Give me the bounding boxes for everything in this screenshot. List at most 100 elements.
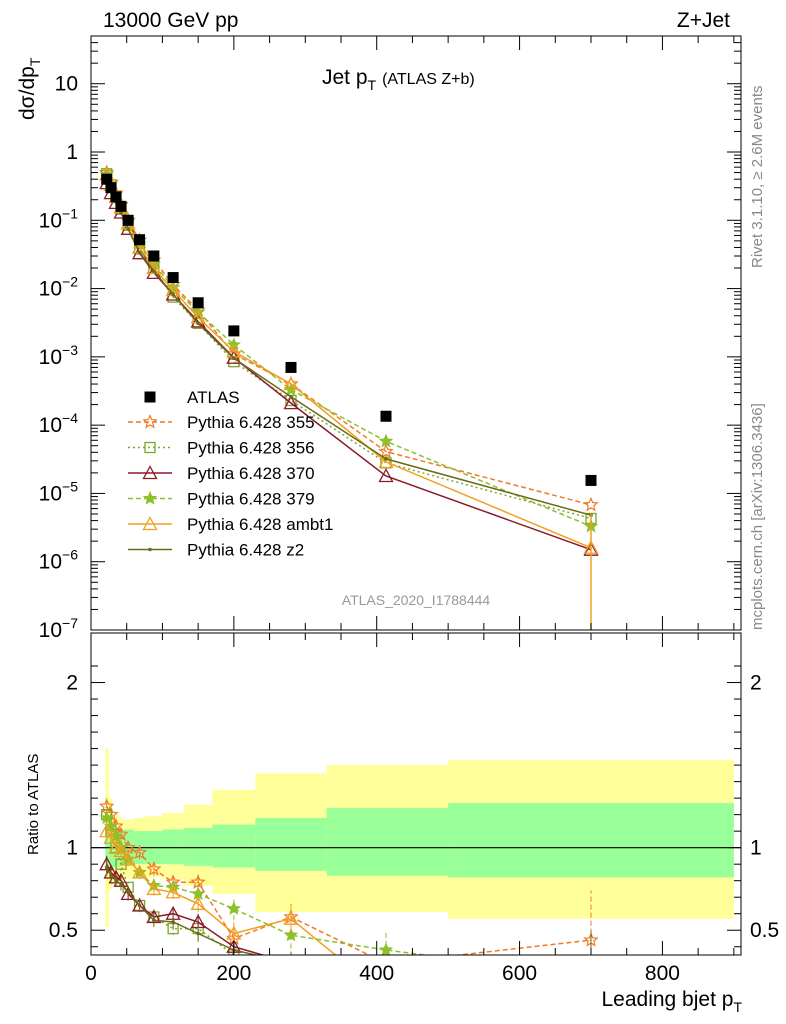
x-tick-label-2: 400 <box>359 962 394 985</box>
series-2-point-11 <box>378 468 394 483</box>
data-point-5 <box>134 234 146 246</box>
chart-title-sub: T <box>368 77 377 93</box>
y-tick-exp: −5 <box>62 478 78 494</box>
data-point-4 <box>122 214 134 226</box>
ratio-point-5-10 <box>289 961 293 965</box>
y-tick-label-0: 10−7 <box>39 615 79 642</box>
series-5-point-10 <box>289 395 293 399</box>
data-point-2 <box>110 191 122 203</box>
y-tick-base: 10 <box>39 619 62 642</box>
x-axis-label-sub: T <box>733 999 742 1015</box>
series-5-point-8 <box>196 321 200 326</box>
ratio-point-4-12 <box>585 998 598 1010</box>
data-point-7 <box>167 272 179 284</box>
legend-marker-3 <box>142 490 158 505</box>
data-point-0 <box>101 173 113 185</box>
ratio-point-2-10 <box>285 957 298 969</box>
legend-label-5: Pythia 6.428 z2 <box>187 541 304 560</box>
stat-band-8 <box>183 827 213 866</box>
y-tick-exp: −3 <box>62 342 78 358</box>
data-point-8 <box>192 297 204 309</box>
legend-marker-1 <box>144 441 156 454</box>
ratio-point-4-8 <box>190 895 206 910</box>
ratio-point-4-5 <box>131 864 148 879</box>
ratio-point-5-6 <box>152 918 156 923</box>
ratio-point-3-9 <box>226 901 241 915</box>
legend-label-data: ATLAS <box>187 388 240 407</box>
header-right: Z+Jet <box>677 9 730 32</box>
ratio-panel: 0.5 0.5 1 1 2 2 0 200 400 600 800 Ratio to ATLAS L… <box>25 632 779 1015</box>
series-line-3 <box>106 174 592 527</box>
legend-label-0: Pythia 6.428 355 <box>187 413 315 432</box>
stat-band-9 <box>212 824 256 868</box>
series-5-point-11 <box>384 457 388 461</box>
ratio-point-4-11 <box>380 990 393 1002</box>
ratio-point-3-12 <box>585 970 597 982</box>
stat-band-7 <box>162 829 184 865</box>
series-line-4 <box>106 174 592 549</box>
x-tick-label-3: 600 <box>502 962 537 985</box>
legend-label-4: Pythia 6.428 ambt1 <box>187 515 333 534</box>
main-frame <box>90 35 742 631</box>
legend-label-2: Pythia 6.428 370 <box>187 464 315 483</box>
chart-title-note: (ATLAS Z+b) <box>382 71 475 88</box>
series-3-point-11 <box>378 433 394 448</box>
y-tick-label-3: 10−4 <box>39 410 79 437</box>
ratio-point-4-9 <box>226 925 242 940</box>
y-axis-label: dσ/dpT <box>16 57 43 120</box>
ratio-point-4-10 <box>283 910 299 925</box>
data-point-3 <box>115 200 127 212</box>
x-axis-label: Leading bjet pT <box>601 988 742 1015</box>
series-line-0 <box>106 172 592 506</box>
ratio-tick-label-1: 1 <box>66 837 78 860</box>
y-tick-label-8: 10 <box>55 73 78 96</box>
y-tick-base: 1 <box>66 141 78 164</box>
ratio-point-0-6 <box>146 861 162 876</box>
ratio-frame <box>90 632 742 956</box>
ratio-tick-label-2: 2 <box>66 672 78 695</box>
ratio-point-2-4 <box>120 886 136 901</box>
ratio-point-4-6 <box>146 881 162 896</box>
ratio-point-0-8 <box>190 874 206 889</box>
ratio-tick-label-right-1: 1 <box>750 837 762 860</box>
ratio-point-5-2 <box>114 878 118 883</box>
series-5-point-6 <box>152 269 156 273</box>
y-axis-label-sub: T <box>27 57 43 66</box>
y-tick-base: 10 <box>55 73 78 96</box>
y-tick-label-6: 10−1 <box>39 205 79 232</box>
x-tick-label-1: 200 <box>216 962 251 985</box>
ratio-point-2-12 <box>585 990 598 1002</box>
data-point-12 <box>585 474 597 486</box>
legend-label-3: Pythia 6.428 379 <box>187 490 315 509</box>
legend-marker-data <box>144 391 156 403</box>
ratio-point-2-11 <box>380 985 393 997</box>
series-5-point-9 <box>232 356 236 361</box>
watermark: ATLAS_2020_I1788444 <box>342 592 491 608</box>
y-tick-base: 10 <box>39 209 62 232</box>
ratio-point-4-4 <box>120 851 136 866</box>
y-tick-label-2: 10−5 <box>39 478 79 505</box>
chart-title-main: Jet p <box>322 66 368 89</box>
legend-marker-0 <box>142 413 158 429</box>
ratio-point-3-11 <box>378 942 394 955</box>
ratio-tick-label-right-2: 2 <box>750 672 762 695</box>
y-tick-label-4: 10−3 <box>39 342 79 369</box>
chart-title: Jet pT (ATLAS Z+b) <box>322 66 475 93</box>
x-tick-label-0: 0 <box>85 962 97 985</box>
data-point-6 <box>148 250 160 262</box>
y-tick-base: 10 <box>39 551 62 574</box>
legend-marker-2 <box>142 465 158 480</box>
legend-label-1: Pythia 6.428 356 <box>187 439 315 458</box>
series-0-point-12 <box>583 496 599 512</box>
data-point-10 <box>285 361 297 373</box>
ratio-tick-label-0: 0.5 <box>49 919 78 942</box>
series-5-point-4 <box>126 227 130 231</box>
ratio-point-3-0 <box>99 810 114 825</box>
ratio-point-5-5 <box>137 903 142 908</box>
y-tick-base: 10 <box>39 278 62 301</box>
series-2-point-10 <box>283 395 299 410</box>
legend: ATLAS Pythia 6.428 355 Pythia 6.428 356 Pyt… <box>128 388 333 560</box>
ratio-point-5-1 <box>109 873 113 878</box>
series-line-1 <box>106 173 592 520</box>
